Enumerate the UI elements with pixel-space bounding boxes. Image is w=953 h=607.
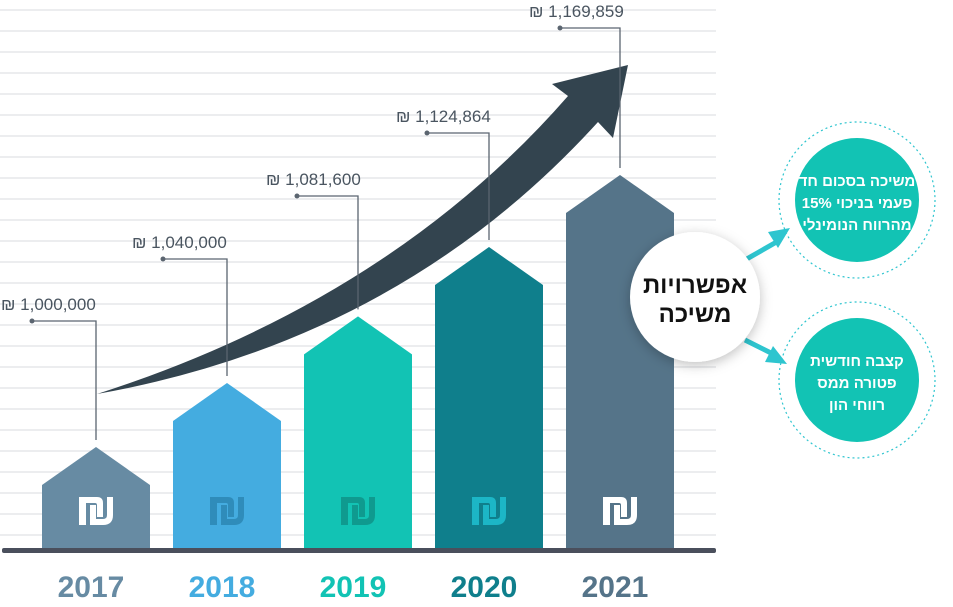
shekel-icon xyxy=(472,497,506,525)
value-label: ₪ 1,081,600 xyxy=(266,170,361,189)
leader-dot xyxy=(294,193,300,199)
option-2-line-1: קצבה חודשית xyxy=(810,353,904,370)
x-axis xyxy=(2,548,716,553)
option-arrow-top xyxy=(743,228,790,263)
leader-dot xyxy=(424,130,430,136)
value-label: ₪ 1,040,000 xyxy=(132,233,227,252)
bar-2020 xyxy=(435,247,543,550)
value-labels: ₪ 1,000,000 ₪ 1,040,000 ₪ 1,081,600 ₪ 1,124… xyxy=(1,2,624,440)
shekel-icon xyxy=(341,497,375,525)
center-title-line-1: אפשרויות xyxy=(643,272,747,299)
option-1-line-1: משיכה בסכום חד xyxy=(799,173,916,190)
bars xyxy=(42,175,674,550)
option-2-line-2: פטורה ממס xyxy=(817,375,896,392)
year-label: 2020 xyxy=(451,571,518,604)
option-1-line-2: פעמי בניכוי 15% xyxy=(802,195,912,212)
year-label: 2018 xyxy=(189,571,256,604)
year-label: 2021 xyxy=(582,571,649,604)
leader-line xyxy=(32,320,97,440)
shekel-icon xyxy=(79,497,113,525)
year-labels: 2017 2018 2019 2020 2021 xyxy=(58,571,649,604)
year-label: 2019 xyxy=(320,571,387,604)
center-title-line-2: משיכה xyxy=(659,301,732,328)
shekel-icon xyxy=(210,497,244,525)
bar-2018 xyxy=(173,382,281,550)
shekel-icon xyxy=(603,497,637,525)
option-circle-annuity: קצבה חודשית פטורה ממס רווחי הון xyxy=(778,301,936,459)
leader-line xyxy=(560,27,621,168)
leader-line xyxy=(163,258,228,376)
leader-dot xyxy=(29,318,35,324)
trend-arrow xyxy=(97,65,628,394)
leader-line xyxy=(427,132,490,241)
option-circle-lump-sum: משיכה בסכום חד פעמי בניכוי 15% מהרווח הנ… xyxy=(778,121,936,279)
year-label: 2017 xyxy=(58,571,125,604)
option-2-line-3: רווחי הון xyxy=(829,397,885,414)
value-label: ₪ 1,169,859 xyxy=(529,2,624,21)
bar-2021 xyxy=(566,175,674,550)
leader-dot xyxy=(557,25,563,31)
option-1-line-3: מהרווח הנומינלי xyxy=(802,217,911,234)
leader-dot xyxy=(160,256,166,262)
option-arrow-bottom xyxy=(743,337,787,364)
center-circle: אפשרויות משיכה xyxy=(630,232,760,362)
bar-2019 xyxy=(304,316,412,550)
leader-line xyxy=(297,195,359,310)
value-label: ₪ 1,000,000 xyxy=(1,295,96,314)
value-label: ₪ 1,124,864 xyxy=(396,107,491,126)
